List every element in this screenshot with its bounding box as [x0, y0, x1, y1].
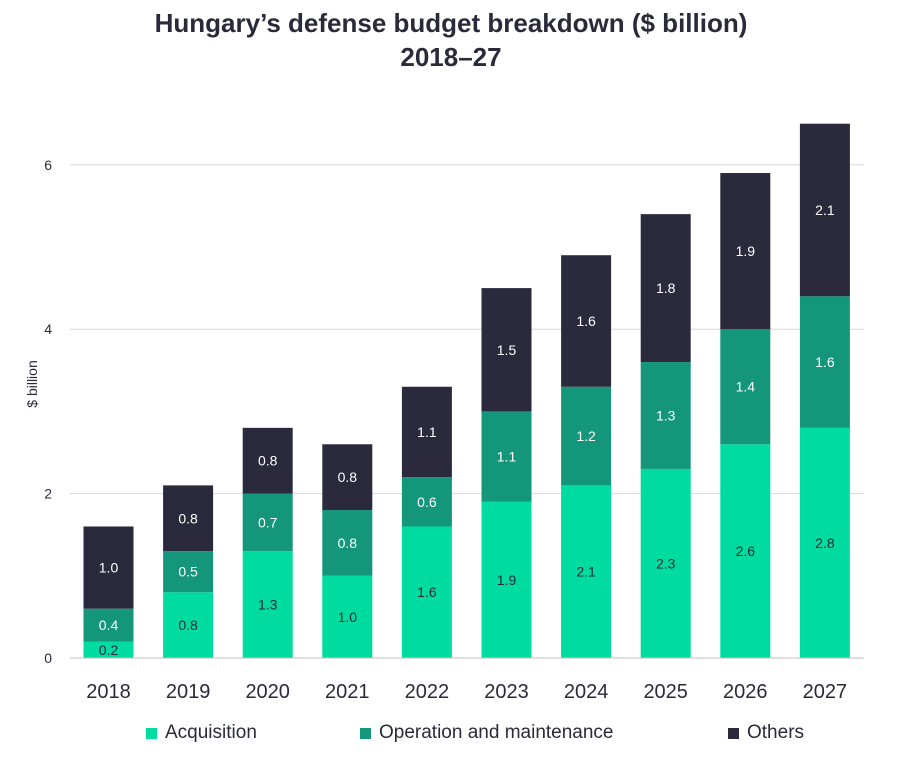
y-tick-label: 4	[44, 321, 52, 337]
bar-segment	[561, 485, 612, 658]
bar-segment	[640, 468, 691, 658]
data-label: 0.8	[258, 453, 278, 469]
data-label: 0.4	[99, 617, 119, 633]
legend-label: Operation and maintenance	[379, 722, 614, 743]
x-tick-label: 2022	[405, 681, 450, 703]
data-label: 1.6	[417, 584, 437, 600]
bar-segment	[640, 214, 691, 363]
data-label: 0.8	[178, 510, 198, 526]
legend-swatch	[146, 727, 157, 739]
bar-segment	[242, 427, 293, 494]
bar-segment	[561, 255, 612, 387]
bar-segment	[163, 551, 214, 593]
bar-segment	[83, 641, 134, 658]
legend-label: Others	[747, 722, 805, 743]
data-label: 0.5	[178, 564, 198, 580]
bar-segment	[401, 386, 452, 478]
bar-segment	[720, 329, 771, 445]
data-label: 0.8	[338, 469, 358, 485]
data-label: 1.1	[497, 449, 517, 465]
x-tick-label: 2020	[245, 681, 290, 703]
x-tick-label: 2018	[86, 681, 131, 703]
data-label: 2.1	[815, 202, 835, 218]
chart-subtitle: 2018–27	[400, 42, 502, 72]
legend-item-others: Others	[728, 721, 804, 745]
legend-swatch	[728, 727, 739, 739]
bar-segment	[481, 288, 532, 412]
data-label: 1.5	[497, 342, 517, 358]
bar-segment	[720, 444, 771, 658]
data-label: 1.9	[736, 243, 756, 259]
bar-segment	[83, 608, 134, 642]
bar-segment	[401, 477, 452, 527]
bar-segment	[322, 510, 373, 576]
data-label: 0.6	[417, 494, 437, 510]
x-tick-label: 2023	[484, 681, 529, 703]
data-label: 1.3	[258, 597, 278, 613]
data-label: 1.4	[736, 379, 756, 395]
bar-segment	[401, 526, 452, 658]
chart-title: Hungary’s defense budget breakdown ($ bi…	[154, 8, 748, 38]
x-tick-label: 2027	[803, 681, 848, 703]
data-label: 1.6	[576, 313, 596, 329]
data-label: 0.7	[258, 514, 278, 530]
data-label: 0.8	[338, 535, 358, 551]
data-label: 1.2	[576, 428, 596, 444]
legend-item-operation-and-maintenance: Operation and maintenance	[360, 721, 614, 745]
legend-swatch	[360, 727, 371, 739]
bar-segment	[242, 493, 293, 552]
x-tick-label: 2025	[643, 681, 688, 703]
data-label: 2.3	[656, 555, 676, 571]
data-label: 1.0	[99, 560, 119, 576]
y-tick-label: 2	[44, 486, 52, 502]
data-label: 2.6	[736, 543, 756, 559]
bar-segment	[720, 173, 771, 330]
x-tick-label: 2019	[166, 681, 211, 703]
bar-segment	[481, 501, 532, 658]
legend-item-acquisition: Acquisition	[146, 721, 257, 745]
bar-segment	[799, 296, 850, 428]
data-label: 1.9	[497, 572, 517, 588]
data-label: 1.0	[338, 609, 358, 625]
y-tick-label: 0	[44, 650, 52, 666]
y-axis-label: $ billion	[24, 360, 40, 407]
bar-segment	[640, 362, 691, 469]
data-label: 1.6	[815, 354, 835, 370]
bar-segment	[83, 526, 134, 609]
data-label: 1.1	[417, 424, 437, 440]
data-label: 1.3	[656, 408, 676, 424]
data-label: 0.2	[99, 642, 119, 658]
bar-segment	[163, 592, 214, 658]
data-label: 1.8	[656, 280, 676, 296]
bar-segment	[322, 444, 373, 511]
bar-segment	[322, 575, 373, 658]
x-tick-label: 2024	[564, 681, 609, 703]
data-label: 2.8	[815, 535, 835, 551]
bar-segment	[163, 485, 214, 552]
legend-label: Acquisition	[165, 722, 257, 743]
bar-segment	[561, 386, 612, 486]
x-tick-label: 2021	[325, 681, 370, 703]
bar-segment	[481, 411, 532, 502]
bar-segment	[242, 551, 293, 658]
bar-segment	[799, 427, 850, 658]
y-tick-label: 6	[44, 157, 52, 173]
x-tick-label: 2026	[723, 681, 768, 703]
data-label: 0.8	[178, 617, 198, 633]
bar-segment	[799, 123, 850, 297]
data-label: 2.1	[576, 564, 596, 580]
